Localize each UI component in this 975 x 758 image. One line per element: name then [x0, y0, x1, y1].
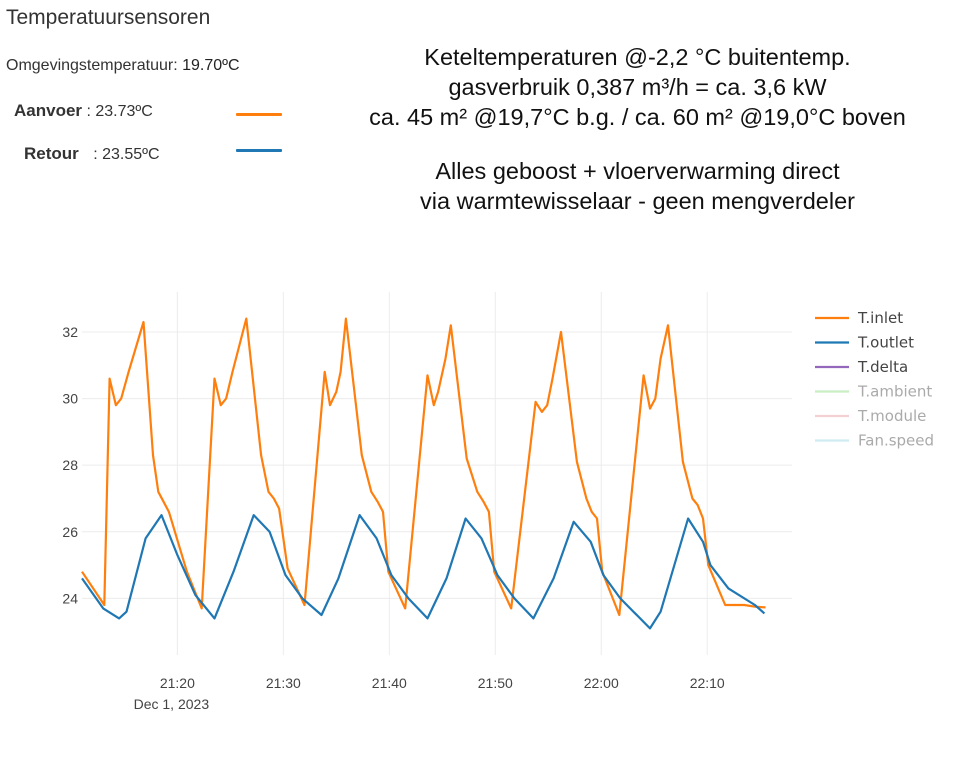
ambient-value: 19.70ºC	[182, 57, 240, 74]
y-tick-label: 24	[62, 590, 78, 606]
x-tick-label: 21:40	[372, 675, 407, 691]
legend-item-t-outlet[interactable]: T.outlet	[857, 334, 914, 352]
y-tick-label: 30	[62, 391, 78, 407]
annotation-line-5: via warmtewisselaar - geen mengverdeler	[420, 188, 855, 214]
x-tick-label: 22:10	[690, 675, 725, 691]
x-date-label: Dec 1, 2023	[134, 696, 210, 712]
x-tick-label: 21:30	[266, 675, 301, 691]
annotation-text: Keteltemperaturen @-2,2 °C buitentemp. g…	[320, 42, 955, 216]
supply-value: : 23.73ºC	[86, 103, 153, 120]
return-label: Retour	[24, 144, 79, 163]
annotation-line-2: gasverbruik 0,387 m³/h = ca. 3,6 kW	[448, 74, 827, 100]
supply-color-swatch	[236, 113, 282, 116]
legend-item-t-delta[interactable]: T.delta	[857, 358, 908, 376]
legend-item-t-module[interactable]: T.module	[857, 407, 926, 425]
x-tick-label: 22:00	[584, 675, 619, 691]
return-value: : 23.55ºC	[93, 146, 160, 163]
return-color-swatch	[236, 149, 282, 152]
annotation-line-1: Keteltemperaturen @-2,2 °C buitentemp.	[424, 44, 851, 70]
return-reading: Retour : 23.55ºC	[24, 144, 160, 164]
x-tick-label: 21:20	[160, 675, 195, 691]
x-tick-label: 21:50	[478, 675, 513, 691]
annotation-line-3: ca. 45 m² @19,7°C b.g. / ca. 60 m² @19,0…	[369, 104, 906, 130]
legend-item-fan-speed[interactable]: Fan.speed	[858, 432, 934, 450]
ambient-temperature: Omgevingstemperatuur: 19.70ºC	[6, 57, 240, 75]
legend-item-t-inlet[interactable]: T.inlet	[857, 309, 903, 327]
sensor-panel-title: Temperatuursensoren	[6, 6, 211, 29]
supply-reading: Aanvoer : 23.73ºC	[14, 101, 153, 121]
annotation-line-4: Alles geboost + vloerverwarming direct	[435, 158, 840, 184]
supply-label: Aanvoer	[14, 101, 83, 120]
ambient-label: Omgevingstemperatuur:	[6, 57, 178, 74]
legend-item-t-ambient[interactable]: T.ambient	[857, 383, 932, 401]
y-tick-label: 28	[62, 457, 78, 473]
series-line-t-outlet	[81, 513, 766, 630]
y-tick-label: 26	[62, 524, 78, 540]
y-tick-label: 32	[62, 324, 78, 340]
